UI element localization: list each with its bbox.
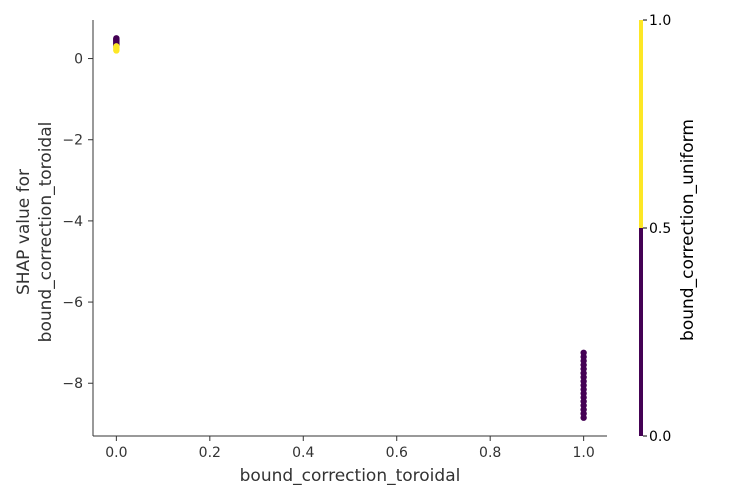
colorbar-high-segment	[639, 20, 643, 228]
colorbar: 0.0 0.5 1.0 bound_correction_uniform	[639, 13, 698, 445]
colorbar-tick-label: 0.5	[649, 221, 671, 237]
y-tick-label: −6	[62, 295, 83, 311]
x-axis-title: bound_correction_toroidal	[240, 466, 461, 486]
x-ticks: 0.0 0.2 0.4 0.6 0.8 1.0	[105, 436, 595, 461]
y-tick-label: 0	[74, 52, 83, 68]
x-tick-label: 0.4	[292, 445, 314, 461]
y-axis-title-line-2: bound_correction_toroidal	[36, 122, 56, 343]
y-axis-title: SHAP value for bound_correction_toroidal	[14, 122, 56, 343]
colorbar-tick-label: 0.0	[649, 429, 671, 445]
x-tick-label: 0.6	[386, 445, 408, 461]
x-tick-label: 1.0	[573, 445, 595, 461]
colorbar-tick-label: 1.0	[649, 13, 671, 29]
x-tick-label: 0.8	[479, 445, 501, 461]
data-point	[580, 414, 587, 421]
y-axis-title-line-1: SHAP value for	[14, 169, 34, 295]
colorbar-low-segment	[639, 228, 643, 436]
x-tick-label: 0.0	[105, 445, 127, 461]
data-point	[113, 47, 120, 54]
y-tick-label: −8	[62, 376, 83, 392]
y-tick-label: −2	[62, 133, 83, 149]
y-ticks: 0 −2 −4 −6 −8	[62, 52, 93, 392]
x-tick-label: 0.2	[199, 445, 221, 461]
colorbar-ticks: 0.0 0.5 1.0	[643, 13, 671, 445]
y-tick-label: −4	[62, 214, 83, 230]
data-points	[113, 35, 587, 421]
colorbar-title: bound_correction_uniform	[678, 119, 698, 341]
